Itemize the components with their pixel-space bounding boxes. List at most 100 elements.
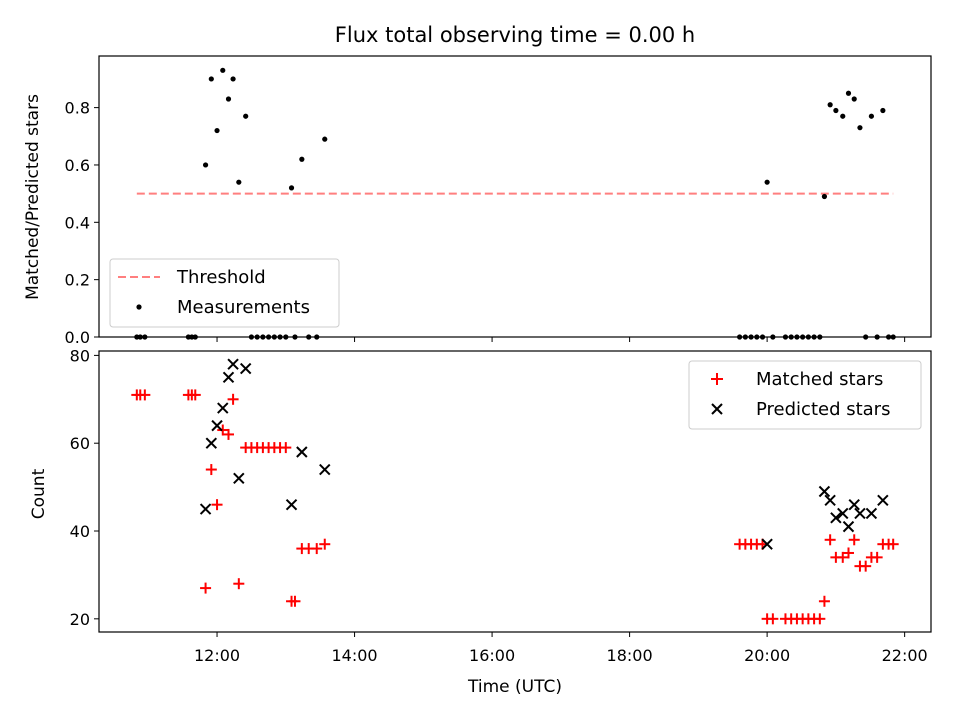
matched-star-point bbox=[189, 389, 201, 401]
matched-star-point bbox=[211, 499, 223, 511]
top-plot-frame bbox=[98, 55, 932, 338]
top-panel: Flux total observing time = 0.00 h Match… bbox=[23, 23, 932, 347]
bottom-x-tick-label: 18:00 bbox=[607, 646, 653, 665]
bottom-y-ticks: 20 40 60 80 bbox=[70, 346, 99, 629]
measurement-point bbox=[214, 127, 220, 134]
top-x-ticks bbox=[216, 337, 906, 342]
predicted-stars-legend-label: Predicted stars bbox=[756, 399, 890, 420]
matched-star-point bbox=[289, 595, 301, 607]
predicted-star-point bbox=[227, 358, 239, 370]
top-y-axis-label: Matched/Predicted stars bbox=[23, 94, 43, 300]
bottom-x-tick-label: 12:00 bbox=[194, 646, 240, 665]
predicted-stars-layer bbox=[199, 358, 889, 550]
predicted-star-point bbox=[761, 538, 773, 550]
matched-star-point bbox=[222, 428, 234, 440]
matched-star-point bbox=[233, 578, 245, 590]
predicted-star-point bbox=[877, 494, 889, 506]
matched-star-point bbox=[227, 393, 239, 405]
measurements-legend-swatch bbox=[136, 304, 142, 310]
measurement-point bbox=[821, 193, 828, 200]
predicted-star-point bbox=[842, 520, 855, 533]
predicted-star-point bbox=[199, 503, 212, 515]
predicted-star-point bbox=[830, 512, 842, 524]
measurement-point bbox=[857, 125, 863, 131]
bottom-panel: Count Time (UTC) 20 40 60 80 12:00 14:00 16:0… bbox=[29, 346, 932, 697]
x-axis-label: Time (UTC) bbox=[467, 677, 562, 697]
bottom-legend: Matched stars Predicted stars bbox=[688, 360, 922, 430]
predicted-star-point bbox=[239, 362, 252, 375]
measurement-point bbox=[845, 90, 852, 96]
matched-stars-legend-swatch bbox=[711, 373, 723, 385]
predicted-star-point bbox=[233, 472, 245, 485]
bottom-y-axis-label: Count bbox=[29, 468, 49, 519]
top-y-tick-label: 0.2 bbox=[65, 271, 90, 290]
predicted-star-point bbox=[211, 419, 223, 432]
matched-star-point bbox=[842, 547, 854, 559]
measurement-point bbox=[833, 107, 839, 114]
matched-star-point bbox=[205, 464, 217, 476]
predicted-star-point bbox=[296, 446, 308, 458]
bottom-plot-frame bbox=[98, 350, 932, 633]
matched-star-point bbox=[217, 424, 229, 436]
bottom-y-tick-label: 40 bbox=[70, 522, 90, 541]
measurement-point bbox=[208, 76, 214, 82]
measurement-point bbox=[202, 162, 209, 168]
predicted-star-point bbox=[848, 498, 860, 511]
measurement-point bbox=[299, 156, 305, 162]
matched-star-point bbox=[814, 613, 826, 625]
predicted-star-point bbox=[205, 437, 218, 449]
predicted-star-point bbox=[824, 494, 836, 506]
measurement-point bbox=[868, 113, 875, 119]
measurement-point bbox=[322, 136, 328, 142]
measurement-point bbox=[764, 179, 770, 185]
matched-star-point bbox=[848, 534, 860, 546]
matched-star-point bbox=[200, 582, 212, 594]
measurement-point bbox=[827, 102, 833, 108]
top-y-tick-label: 0.8 bbox=[65, 99, 90, 118]
predicted-star-point bbox=[854, 507, 866, 520]
matched-star-point bbox=[837, 551, 849, 563]
predicted-star-point bbox=[818, 485, 831, 498]
bottom-x-tick-label: 20:00 bbox=[744, 646, 790, 665]
measurement-point bbox=[880, 107, 886, 114]
top-legend: Threshold Measurements bbox=[109, 258, 340, 328]
predicted-stars-legend-swatch bbox=[711, 403, 723, 415]
bottom-x-tick-label: 14:00 bbox=[332, 646, 378, 665]
matched-star-point bbox=[818, 595, 830, 607]
matched-star-point bbox=[860, 560, 872, 572]
top-y-tick-label: 0.0 bbox=[65, 328, 90, 347]
matched-star-point bbox=[871, 551, 883, 563]
matched-star-point bbox=[280, 442, 292, 454]
matched-stars-legend-label: Matched stars bbox=[756, 369, 883, 390]
matched-stars-layer bbox=[131, 389, 899, 625]
threshold-legend-label: Threshold bbox=[176, 267, 266, 288]
top-y-ticks: 0.0 0.2 0.4 0.6 0.8 bbox=[65, 99, 99, 347]
matched-star-point bbox=[319, 538, 331, 550]
predicted-star-point bbox=[285, 498, 298, 511]
measurement-point bbox=[220, 67, 226, 73]
measurement-point bbox=[236, 179, 242, 185]
measurement-point bbox=[840, 113, 846, 119]
top-legend-box bbox=[109, 258, 340, 328]
measurement-point bbox=[225, 96, 232, 102]
bottom-legend-box bbox=[688, 360, 922, 430]
measurement-point bbox=[851, 96, 857, 102]
bottom-y-tick-label: 60 bbox=[70, 434, 90, 453]
predicted-star-point bbox=[837, 507, 849, 520]
matched-star-point bbox=[887, 538, 899, 550]
measurement-point bbox=[288, 185, 295, 191]
matched-star-point bbox=[767, 613, 779, 625]
predicted-star-point bbox=[319, 463, 331, 476]
measurement-point bbox=[230, 76, 236, 82]
predicted-star-point bbox=[217, 402, 229, 414]
measurement-point bbox=[243, 113, 249, 119]
bottom-x-tick-label: 22:00 bbox=[882, 646, 928, 665]
predicted-star-point bbox=[222, 371, 235, 384]
predicted-star-point bbox=[865, 507, 878, 520]
bottom-y-tick-label: 20 bbox=[70, 610, 90, 629]
bottom-x-tick-label: 16:00 bbox=[469, 646, 515, 665]
matched-star-point bbox=[139, 389, 151, 401]
bottom-y-tick-label: 80 bbox=[70, 346, 90, 365]
top-y-tick-label: 0.6 bbox=[65, 156, 90, 175]
